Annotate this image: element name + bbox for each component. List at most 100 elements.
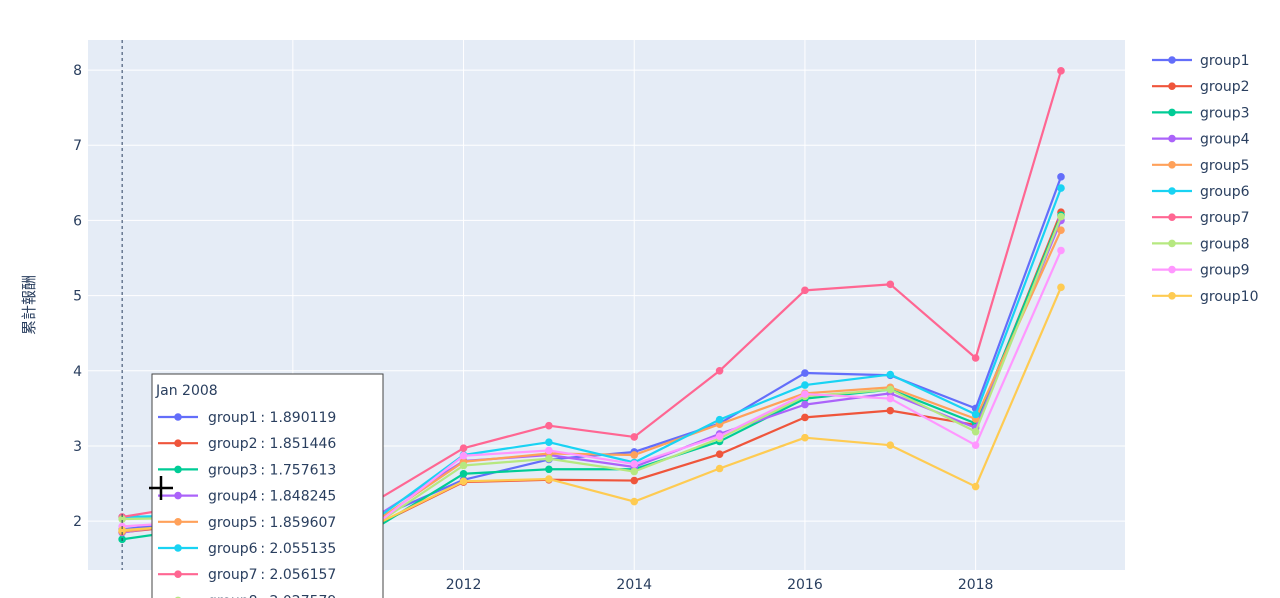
data-point [886, 385, 895, 394]
legend-label: group7 [1200, 210, 1250, 226]
hover-row-group4: group4 : 1.848245 [158, 489, 336, 505]
hover-marker [174, 570, 182, 578]
data-point [630, 467, 639, 476]
legend-marker [1168, 213, 1176, 221]
data-point [1057, 184, 1065, 192]
legend-label: group6 [1200, 184, 1250, 200]
hover-row-group6: group6 : 2.055135 [158, 541, 336, 557]
data-point [801, 369, 809, 377]
data-point [630, 433, 639, 441]
hover-entry-text: group8 : 2.027579 [208, 593, 336, 598]
y-tick-label: 4 [73, 364, 82, 380]
legend-label: group8 [1200, 236, 1250, 252]
data-point [459, 451, 468, 460]
hover-marker [174, 413, 182, 421]
y-tick-label: 5 [73, 289, 82, 305]
hover-box [151, 373, 384, 598]
data-point [459, 461, 468, 470]
hover-tooltip: Jan 2008 group1 : 1.890119 group2 : 1.8514… [151, 373, 384, 598]
data-point [459, 477, 468, 486]
data-point [801, 390, 809, 398]
hover-entry-text: group2 : 1.851446 [208, 436, 336, 452]
hover-marker [174, 439, 182, 448]
legend-item-group10[interactable]: group10 [1152, 289, 1258, 305]
y-tick-label: 7 [73, 138, 82, 154]
data-point [545, 465, 553, 474]
data-point [459, 444, 468, 453]
data-point [715, 432, 724, 440]
legend-item-group9[interactable]: group9 [1152, 263, 1250, 279]
hover-row-group1: group1 : 1.890119 [158, 410, 336, 426]
data-point [971, 441, 980, 450]
hover-row-group5: group5 : 1.859607 [158, 515, 336, 531]
hover-marker [174, 544, 182, 552]
legend-marker [1168, 108, 1176, 117]
y-axis-title: 累計報酬 [20, 275, 38, 335]
data-point [1057, 246, 1065, 255]
hover-entry-text: group3 : 1.757613 [208, 462, 336, 478]
legend-label: group1 [1200, 53, 1250, 69]
legend-marker [1168, 134, 1176, 143]
data-point [801, 286, 809, 295]
data-point [801, 381, 809, 389]
data-point [886, 370, 895, 379]
legend-item-group7[interactable]: group7 [1152, 210, 1250, 226]
data-point [459, 469, 468, 478]
data-point [886, 406, 895, 415]
crosshair-cursor-icon [149, 476, 173, 500]
legend-item-group6[interactable]: group6 [1152, 184, 1250, 200]
data-point [630, 497, 639, 506]
legend-label: group9 [1200, 263, 1250, 279]
data-point [886, 394, 895, 403]
data-point [545, 475, 553, 483]
data-point [886, 280, 895, 289]
data-point [1057, 173, 1065, 181]
y-tick-label: 6 [73, 213, 82, 229]
data-point [545, 438, 553, 446]
data-point [118, 526, 126, 534]
data-point [971, 410, 980, 419]
data-point [630, 460, 639, 468]
legend-label: group3 [1200, 105, 1250, 121]
x-tick-label: 2018 [958, 577, 994, 593]
hover-entry-text: group1 : 1.890119 [208, 410, 336, 426]
x-tick-label: 2016 [787, 577, 823, 593]
data-point [886, 441, 895, 450]
data-point [630, 476, 639, 485]
data-point [545, 446, 553, 455]
data-point [715, 415, 724, 424]
data-point [118, 515, 126, 523]
data-point [545, 421, 553, 430]
hover-entry-text: group5 : 1.859607 [208, 515, 336, 531]
hover-marker [174, 518, 182, 526]
legend-marker [1168, 161, 1176, 169]
legend-label: group5 [1200, 158, 1250, 174]
legend-marker [1168, 239, 1176, 248]
data-point [1057, 226, 1065, 234]
legend-item-group8[interactable]: group8 [1152, 236, 1250, 252]
data-point [630, 451, 639, 459]
data-point [1057, 67, 1065, 75]
data-point [715, 450, 724, 459]
y-tick-label: 2 [73, 514, 82, 530]
legend-item-group2[interactable]: group2 [1152, 79, 1250, 95]
legend-label: group2 [1200, 79, 1250, 95]
data-point [715, 464, 724, 473]
hover-marker [174, 491, 182, 500]
hover-row-group3: group3 : 1.757613 [158, 462, 336, 478]
data-point [801, 433, 809, 442]
y-tick-label: 3 [73, 439, 82, 455]
legend-item-group3[interactable]: group3 [1152, 105, 1250, 121]
data-point [1057, 283, 1065, 292]
legend-item-group4[interactable]: group4 [1152, 132, 1250, 148]
data-point [801, 400, 809, 409]
legend-marker [1168, 265, 1176, 274]
legend-marker [1168, 292, 1176, 300]
hover-entry-text: group7 : 2.056157 [208, 567, 336, 583]
legend-item-group1[interactable]: group1 [1152, 53, 1250, 69]
data-point [971, 427, 980, 436]
hover-row-group2: group2 : 1.851446 [158, 436, 336, 452]
legend-item-group5[interactable]: group5 [1152, 158, 1250, 174]
legend-marker [1168, 187, 1176, 195]
